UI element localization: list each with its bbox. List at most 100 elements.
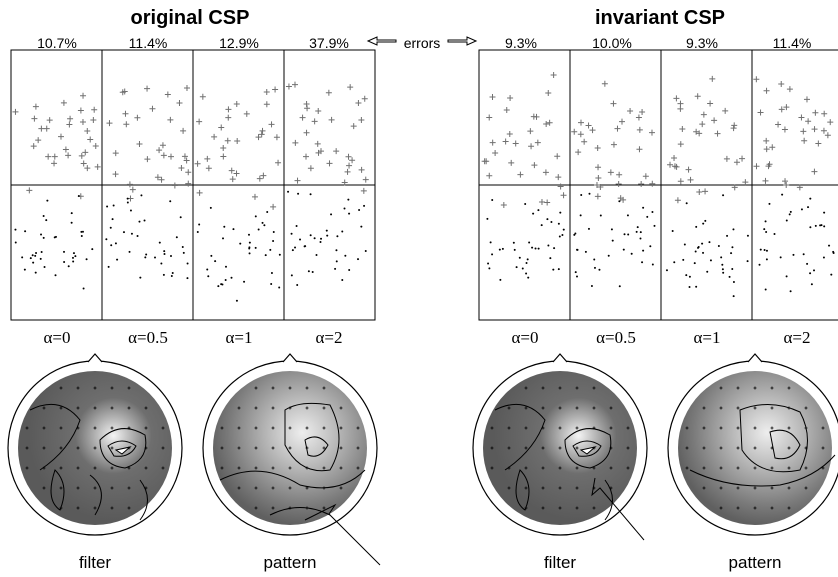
plus-marker: [798, 114, 805, 121]
dot-marker: [31, 254, 34, 257]
electrode-marker: [76, 386, 80, 390]
plus-marker: [291, 81, 298, 88]
plus-marker: [557, 183, 564, 190]
electrode-marker: [736, 386, 740, 390]
plus-marker: [256, 175, 263, 182]
electrode-marker: [144, 426, 148, 430]
electrode-marker: [254, 506, 258, 510]
dot-marker: [126, 201, 129, 204]
plus-marker: [648, 129, 655, 136]
dot-marker: [587, 227, 590, 230]
plus-marker: [731, 184, 738, 191]
dot-marker: [344, 254, 347, 257]
dot-marker: [765, 231, 768, 234]
plus-marker: [560, 192, 567, 199]
filter-pointer-arrow-icon: [591, 477, 645, 541]
dot-marker: [70, 212, 73, 215]
electrode-marker: [110, 386, 114, 390]
dot-marker: [63, 261, 66, 264]
electrode-marker: [76, 466, 80, 470]
plus-marker: [486, 114, 493, 121]
electrode-marker: [541, 426, 545, 430]
dot-marker: [248, 252, 251, 255]
electrode-marker: [736, 506, 740, 510]
dot-marker: [708, 241, 711, 244]
plus-marker: [671, 155, 678, 162]
plus-marker: [325, 89, 332, 96]
plus-marker: [220, 145, 227, 152]
dot-marker: [217, 285, 220, 288]
electrode-marker: [25, 426, 29, 430]
electrode-marker: [609, 446, 613, 450]
electrode-marker: [93, 406, 97, 410]
electrode-marker: [42, 406, 46, 410]
electrode-marker: [558, 446, 562, 450]
electrode-marker: [753, 466, 757, 470]
electrode-marker: [339, 446, 343, 450]
electrode-marker: [271, 506, 275, 510]
electrode-marker: [271, 466, 275, 470]
electrode-marker: [127, 466, 131, 470]
plus-marker: [812, 109, 819, 116]
dot-marker: [611, 239, 614, 242]
plus-marker: [38, 125, 45, 132]
electrode-marker: [93, 446, 97, 450]
dot-marker: [828, 244, 831, 247]
plus-marker: [550, 72, 557, 79]
dot-marker: [559, 211, 562, 214]
electrode-marker: [787, 486, 791, 490]
dot-marker: [642, 249, 645, 252]
electrode-marker: [558, 406, 562, 410]
electrode-marker: [322, 466, 326, 470]
dot-marker: [802, 253, 805, 256]
dot-marker: [487, 262, 490, 265]
right-alpha-0: α=0: [512, 328, 539, 347]
plus-marker: [183, 85, 190, 92]
dot-marker: [290, 274, 293, 277]
electrode-marker: [25, 446, 29, 450]
plus-marker: [134, 114, 141, 121]
dot-marker: [685, 202, 688, 205]
right-error-0: 9.3%: [505, 35, 537, 51]
plus-marker: [581, 138, 588, 145]
dot-marker: [363, 204, 366, 207]
dot-marker: [291, 249, 294, 252]
plus-marker: [803, 96, 810, 103]
dot-marker: [722, 194, 725, 197]
left-alpha-2: α=1: [226, 328, 253, 347]
electrode-marker: [702, 486, 706, 490]
electrode-marker: [322, 386, 326, 390]
left-error-2: 12.9%: [219, 35, 259, 51]
electrode-marker: [541, 446, 545, 450]
dot-marker: [85, 258, 88, 261]
dot-marker: [223, 225, 226, 228]
electrode-marker: [787, 446, 791, 450]
plus-marker: [168, 153, 175, 160]
electrode-marker: [288, 386, 292, 390]
plus-marker: [272, 86, 279, 93]
plus-marker: [67, 115, 74, 122]
dot-marker: [562, 228, 565, 231]
head-right-pattern: [667, 353, 838, 536]
dot-marker: [348, 212, 351, 215]
electrode-marker: [626, 446, 630, 450]
electrode-marker: [702, 446, 706, 450]
electrode-marker: [161, 446, 165, 450]
plus-marker: [260, 172, 267, 179]
electrode-marker: [558, 486, 562, 490]
electrode-marker: [685, 466, 689, 470]
electrode-marker: [42, 486, 46, 490]
plus-marker: [345, 153, 352, 160]
dot-marker: [206, 268, 209, 271]
electrode-marker: [161, 426, 165, 430]
plus-marker: [778, 106, 785, 113]
plus-marker: [500, 201, 507, 208]
plus-marker: [349, 157, 356, 164]
electrode-marker: [609, 406, 613, 410]
right-title: invariant CSP: [595, 7, 725, 29]
dot-marker: [145, 253, 148, 256]
dot-marker: [694, 250, 697, 253]
left-error-1: 11.4%: [129, 35, 168, 51]
dot-marker: [557, 268, 560, 271]
dot-marker: [261, 221, 264, 224]
